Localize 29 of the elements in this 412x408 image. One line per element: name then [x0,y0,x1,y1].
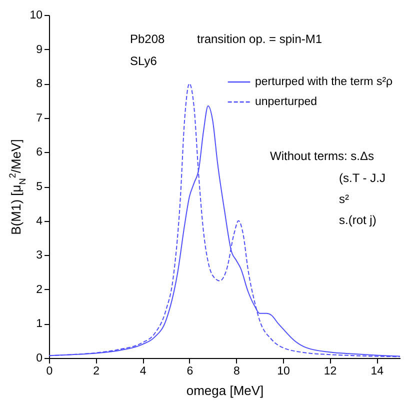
y-tick-label: 2 [36,284,42,296]
y-tick-label: 6 [36,146,42,159]
x-tick-label: 12 [324,366,337,378]
x-tick-label: 14 [370,366,384,378]
annotation: Pb208 [130,32,166,46]
x-tick-label: 8 [233,366,240,378]
y-tick-label: 9 [36,44,42,56]
y-tick-label: 3 [36,250,42,262]
x-tick-label: 0 [46,366,53,378]
x-tick-label: 4 [140,366,147,378]
y-tick-label: 1 [36,318,42,330]
y-tick-label: 10 [30,10,42,22]
x-tick-label: 2 [93,366,100,378]
x-tick-label: 10 [277,366,290,378]
x-axis-title: omega [MeV] [186,383,264,398]
legend-label: perturped with the term s²ρ [255,76,394,88]
annotation: Without terms: s.Δs [270,149,374,163]
y-tick-label: 5 [36,181,42,193]
legend-label: unperturped [255,96,318,108]
annotation: transition op. = spin-M1 [197,32,322,46]
annotation: s.(rot j) [339,213,376,227]
annotation: (s.T - J.J [339,171,386,185]
y-tick-label: 8 [36,78,42,90]
y-tick-label: 7 [36,112,42,124]
y-tick-label: 4 [36,215,44,228]
x-tick-label: 6 [186,366,194,378]
annotation: SLy6 [130,54,158,68]
y-tick-label: 0 [36,352,42,364]
annotation: s² [339,192,349,206]
